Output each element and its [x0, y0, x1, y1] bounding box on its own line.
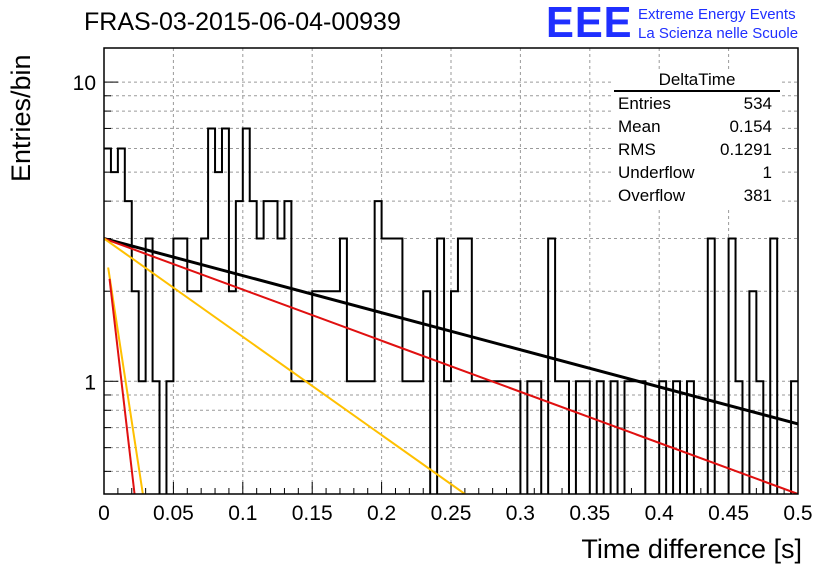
- eee-logo: EEE Extreme Energy Events La Scienza nel…: [546, 0, 836, 47]
- stats-row-mean: Mean 0.154: [618, 117, 772, 139]
- stats-row-underflow: Underflow 1: [618, 163, 772, 185]
- stats-value: 534: [743, 94, 772, 113]
- logo-mark: EEE: [546, 0, 633, 47]
- fit-line-1: [104, 237, 798, 426]
- y-tick-label: 10: [73, 72, 96, 95]
- x-tick-label: 0.4: [645, 502, 675, 525]
- x-tick-label: 0.3: [506, 502, 535, 525]
- x-tick-label: 0.15: [292, 502, 333, 525]
- x-tick-label: 0.5: [783, 502, 812, 525]
- stats-label: Overflow: [618, 186, 686, 205]
- logo-line-2: La Scienza nelle Scuole: [638, 25, 799, 42]
- stats-label: RMS: [618, 140, 656, 159]
- x-tick-label: 0: [98, 502, 110, 525]
- stats-value: 1: [762, 163, 772, 182]
- x-axis-label: Time difference [s]: [581, 534, 802, 564]
- stats-row-overflow: Overflow 381: [618, 186, 772, 208]
- logo-line-1: Extreme Energy Events: [638, 6, 796, 23]
- fit-line-5: [108, 278, 136, 494]
- x-tick-label: 0.25: [431, 502, 472, 525]
- x-tick-label: 0.35: [569, 502, 610, 525]
- stats-label: Underflow: [618, 163, 695, 182]
- x-tick-label: 0.2: [367, 502, 396, 525]
- x-tick-label: 0.1: [228, 502, 257, 525]
- plot-frame: [103, 47, 799, 495]
- run-title: FRAS-03-2015-06-04-00939: [84, 8, 401, 36]
- fit-line-4: [107, 267, 144, 494]
- stats-box: DeltaTime Entries 534 Mean 0.154 RMS 0.1…: [614, 70, 780, 210]
- fit-line-3: [104, 237, 466, 494]
- y-tick-label: 1: [84, 371, 96, 394]
- stats-row-entries: Entries 534: [618, 94, 772, 116]
- stats-label: Entries: [618, 94, 671, 113]
- x-tick-label: 0.45: [708, 502, 749, 525]
- stats-label: Mean: [618, 117, 661, 136]
- y-axis-label: Entries/bin: [6, 54, 36, 182]
- histogram-steps: [104, 127, 798, 494]
- stats-divider: [614, 90, 780, 92]
- fit-line-2: [104, 237, 798, 494]
- stats-row-rms: RMS 0.1291: [618, 140, 772, 162]
- stats-value: 0.1291: [720, 140, 772, 159]
- stats-value: 381: [743, 186, 772, 205]
- stats-value: 0.154: [729, 117, 772, 136]
- x-tick-label: 0.05: [153, 502, 194, 525]
- stats-title: DeltaTime: [658, 70, 736, 89]
